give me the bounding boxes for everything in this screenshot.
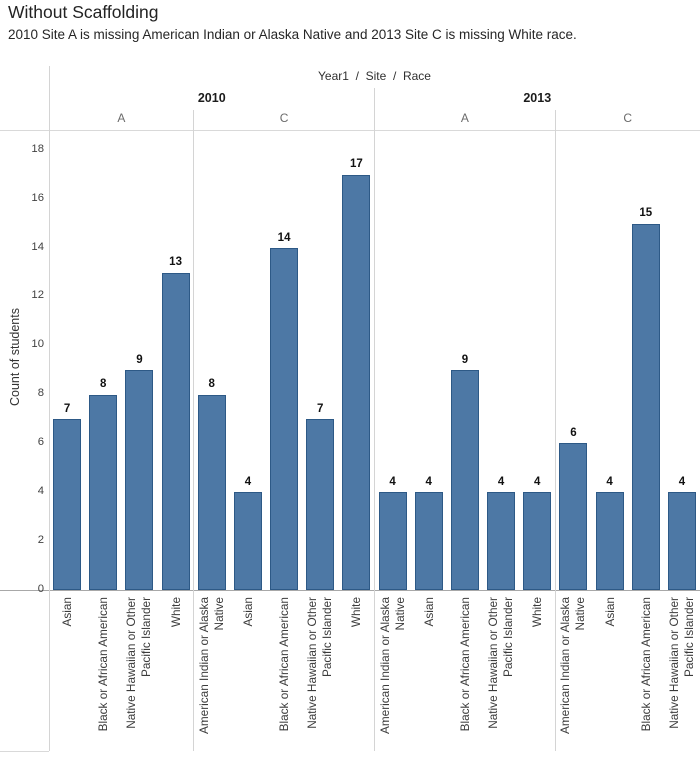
y-tick-label: 14 <box>31 240 44 253</box>
race-axis-label-text: Asian <box>421 597 436 627</box>
bar-value-label: 17 <box>350 158 363 171</box>
bar-value-label: 13 <box>169 256 182 269</box>
bar-2010-C-asian[interactable] <box>233 492 262 590</box>
race-axis-label-text: Black or African American <box>276 597 291 732</box>
column-hierarchy-header: Year1 / Site / Race <box>318 69 431 83</box>
bar-2013-C-native-hawaiian-or-other-pacific-islander[interactable] <box>667 492 696 590</box>
bar-2010-C-white[interactable] <box>342 174 371 590</box>
race-axis-label-text: White <box>348 597 363 628</box>
bar-value-label: 7 <box>63 402 71 415</box>
site-header-2010-A[interactable]: A <box>117 111 126 125</box>
bar-value-label: 14 <box>277 231 291 244</box>
race-axis-label[interactable]: Black or African American <box>85 597 121 749</box>
bar-value-label: 7 <box>317 402 324 415</box>
bar-2013-C-asian[interactable] <box>595 492 624 590</box>
race-axis-label-text: Native Hawaiian or Other Pacific Islande… <box>486 597 516 729</box>
race-axis-label[interactable]: Black or African American <box>447 597 483 749</box>
y-tick-label: 12 <box>31 289 44 302</box>
race-axis-label-text: Black or African American <box>95 597 110 732</box>
race-axis-label[interactable]: Asian <box>49 597 85 749</box>
site-divider-line <box>554 110 556 751</box>
bar-2010-C-american-indian-or-alaska-native[interactable] <box>197 394 226 590</box>
bar-2010-A-white[interactable] <box>161 272 190 590</box>
race-axis-label[interactable]: White <box>338 597 374 749</box>
page-title: Without Scaffolding <box>8 2 159 22</box>
race-axis-label[interactable]: White <box>158 597 194 749</box>
race-axis-label[interactable]: American Indian or Alaska Native <box>194 597 230 749</box>
race-axis-label-text: Asian <box>602 597 617 627</box>
y-tick-label: 10 <box>31 338 44 351</box>
y-axis-line <box>48 66 50 751</box>
bar-2010-A-asian[interactable] <box>53 419 82 590</box>
race-axis-label[interactable]: Native Hawaiian or Other Pacific Islande… <box>664 597 700 749</box>
race-axis-label-text: White <box>168 597 183 628</box>
bar-2013-A-white[interactable] <box>523 492 552 590</box>
year-header-2013[interactable]: 2013 <box>523 91 552 105</box>
race-axis-label[interactable]: American Indian or Alaska Native <box>375 597 411 749</box>
bar-value-label: 4 <box>678 475 686 488</box>
race-axis-label-text: White <box>529 597 544 628</box>
zero-line <box>0 590 700 591</box>
race-axis-label-text: Asian <box>240 597 255 627</box>
bar-value-label: 9 <box>136 353 143 366</box>
y-tick-label: 6 <box>37 435 44 448</box>
race-axis-label[interactable]: Native Hawaiian or Other Pacific Islande… <box>483 597 519 749</box>
y-tick-label: 8 <box>37 387 44 400</box>
y-tick-label: 4 <box>37 484 44 497</box>
site-header-2010-C[interactable]: C <box>279 111 289 125</box>
bar-2013-C-black-or-african-american[interactable] <box>631 223 660 590</box>
site-header-2013-C[interactable]: C <box>623 111 632 125</box>
race-axis-label[interactable]: Black or African American <box>266 597 302 749</box>
race-axis-label-text: American Indian or Alaska Native <box>196 597 226 735</box>
race-axis-label[interactable]: Black or African American <box>628 597 664 749</box>
year-divider-line <box>374 88 375 751</box>
race-axis-label-text: Native Hawaiian or Other Pacific Islande… <box>124 597 154 729</box>
y-tick-label: 2 <box>37 533 44 546</box>
bar-value-label: 4 <box>389 475 396 488</box>
race-axis-label-text: Native Hawaiian or Other Pacific Islande… <box>666 597 696 729</box>
page-subtitle: 2010 Site A is missing American Indian o… <box>8 27 577 42</box>
race-axis-label[interactable]: American Indian or Alaska Native <box>555 597 591 749</box>
race-axis-label-text: Asian <box>59 597 74 627</box>
race-axis-label[interactable]: Asian <box>230 597 266 749</box>
race-axis-label-text: Black or African American <box>457 597 472 732</box>
bar-2010-C-native-hawaiian-or-other-pacific-islander[interactable] <box>306 419 335 590</box>
axis-footer-rule <box>0 751 49 752</box>
bar-2013-A-native-hawaiian-or-other-pacific-islander[interactable] <box>487 492 516 590</box>
bar-2010-A-native-hawaiian-or-other-pacific-islander[interactable] <box>125 370 154 590</box>
y-tick-label: 16 <box>31 191 44 204</box>
bar-value-label: 8 <box>208 378 215 391</box>
bar-2010-A-black-or-african-american[interactable] <box>89 394 118 590</box>
bar-2013-A-asian[interactable] <box>414 492 443 590</box>
bar-value-label: 4 <box>425 475 432 488</box>
race-axis-label[interactable]: Asian <box>592 597 628 749</box>
bar-value-label: 4 <box>534 475 541 488</box>
year-header-2010[interactable]: 2010 <box>197 91 226 105</box>
bar-value-label: 8 <box>100 378 107 391</box>
bar-value-label: 9 <box>461 353 469 366</box>
bar-2013-A-black-or-african-american[interactable] <box>450 370 479 590</box>
site-header-2013-A[interactable]: A <box>460 111 469 125</box>
race-axis-label[interactable]: White <box>519 597 555 749</box>
race-axis-label-text: American Indian or Alaska Native <box>558 597 588 735</box>
race-axis-label[interactable]: Native Hawaiian or Other Pacific Islande… <box>302 597 338 749</box>
bar-2013-C-american-indian-or-alaska-native[interactable] <box>559 443 588 590</box>
bar-value-label: 6 <box>570 426 577 439</box>
bar-2010-C-black-or-african-american[interactable] <box>270 248 299 590</box>
header-bottom-rule <box>0 130 700 131</box>
bar-2013-A-american-indian-or-alaska-native[interactable] <box>378 492 407 590</box>
bar-value-label: 15 <box>639 207 653 220</box>
bar-value-label: 4 <box>244 475 252 488</box>
race-axis-label-text: American Indian or Alaska Native <box>377 597 407 735</box>
y-tick-label: 18 <box>31 142 44 155</box>
race-axis-label-text: Black or African American <box>638 597 653 732</box>
bar-value-label: 4 <box>606 475 613 488</box>
site-divider-line <box>193 110 195 751</box>
race-axis-label[interactable]: Asian <box>411 597 447 749</box>
y-tick-label: 0 <box>37 582 44 595</box>
race-axis-label-text: Native Hawaiian or Other Pacific Islande… <box>305 597 335 729</box>
race-axis-label[interactable]: Native Hawaiian or Other Pacific Islande… <box>121 597 157 749</box>
bar-value-label: 4 <box>497 475 505 488</box>
